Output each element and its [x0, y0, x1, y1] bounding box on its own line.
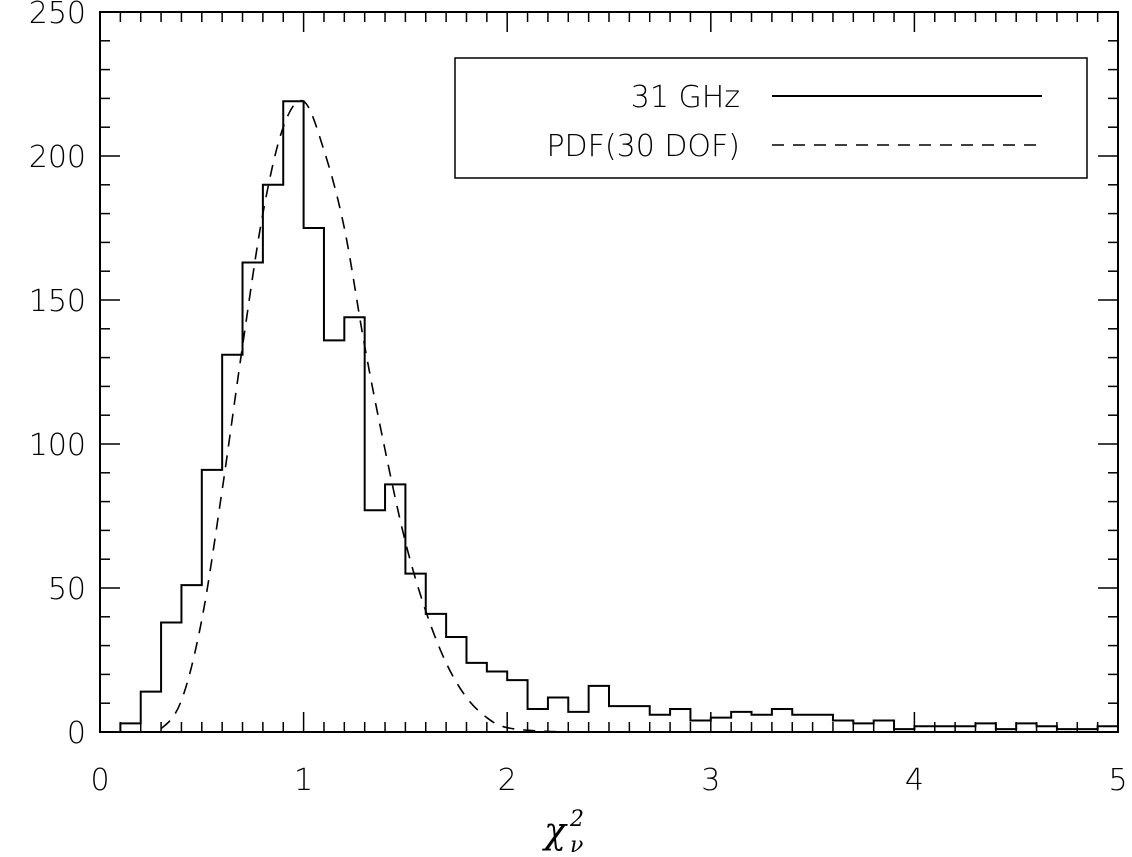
x-tick-label: 4	[905, 763, 924, 798]
y-tick-label: 250	[29, 0, 86, 31]
y-tick-label: 200	[29, 140, 86, 175]
y-tick-label: 100	[29, 428, 86, 463]
legend: 31 GHz PDF(30 DOF)	[454, 57, 1088, 179]
ticks	[99, 11, 1119, 733]
y-tick-labels: 0 50 100 150 200 250	[29, 0, 86, 751]
y-tick-label: 150	[29, 284, 86, 319]
y-tick-label: 50	[48, 572, 86, 607]
x-tick-label: 1	[294, 763, 313, 798]
legend-label-pdf: PDF(30 DOF)	[546, 129, 740, 164]
legend-box	[454, 57, 1088, 179]
y-tick-label: 0	[67, 716, 86, 751]
x-axis-label-main: χ	[541, 811, 568, 852]
x-axis-label: χ 2 ν	[541, 807, 584, 857]
x-axis-label-sup: 2	[569, 807, 584, 832]
x-tick-label: 3	[701, 763, 720, 798]
histogram-31ghz	[100, 100, 1118, 733]
x-tick-labels: 0 1 2 3 4 5	[90, 763, 1127, 798]
x-tick-label: 2	[498, 763, 517, 798]
legend-label-31ghz: 31 GHz	[631, 80, 740, 115]
x-tick-label: 0	[90, 763, 109, 798]
x-tick-label: 5	[1108, 763, 1127, 798]
x-axis-label-sub: ν	[570, 833, 583, 857]
